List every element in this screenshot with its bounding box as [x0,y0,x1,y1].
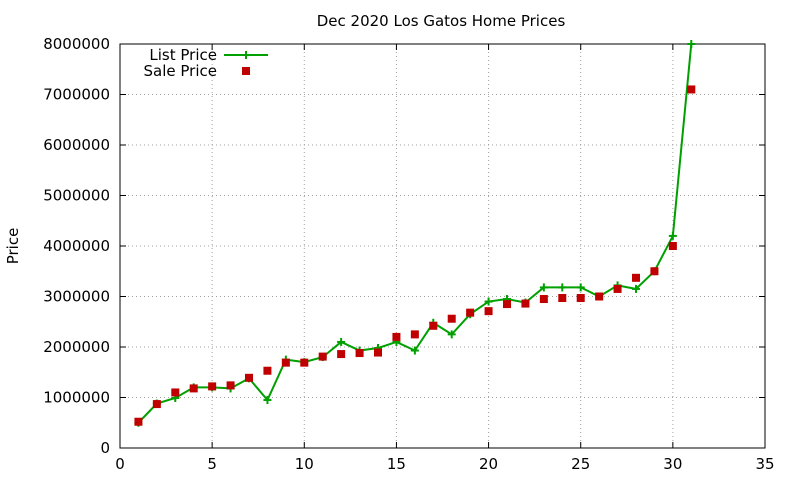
y-tick-label: 2000000 [43,338,110,356]
data-point-sale-price [300,358,309,367]
data-point-sale-price [503,300,511,309]
data-point-list-price [263,396,272,405]
y-axis-ticks: 0 1000000 2000000 3000000 4000000 5000000 6000… [43,35,765,457]
data-point-sale-price [263,366,272,375]
y-tick-label: 0 [100,439,110,457]
legend-marker-list-price [242,51,250,59]
data-point-sale-price [281,358,290,367]
data-point-list-price [410,346,419,355]
data-point-sale-price [355,349,364,358]
data-point-list-price [687,40,696,48]
y-axis-label: Price [4,228,22,265]
data-point-sale-price [208,382,217,391]
x-axis-ticks: 0 5 10 15 20 25 30 35 [115,44,775,473]
data-point-list-price [447,330,456,339]
x-tick-label: 25 [571,455,590,473]
data-point-list-price [337,337,346,346]
x-tick-label: 35 [755,455,774,473]
data-point-list-price [668,231,677,240]
x-tick-label: 30 [663,455,682,473]
y-tick-label: 6000000 [43,136,110,154]
data-point-list-price [539,283,548,292]
data-point-list-price [576,283,585,292]
data-point-sale-price [429,321,438,330]
y-tick-label: 7000000 [43,86,110,104]
x-tick-label: 20 [479,455,498,473]
legend-label-sale-price: Sale Price [144,62,217,80]
data-point-sale-price [318,352,327,361]
data-point-sale-price [576,294,585,303]
data-point-sale-price [134,417,143,426]
y-tick-label: 1000000 [43,389,110,407]
data-point-sale-price [337,350,346,359]
y-tick-label: 5000000 [43,187,110,205]
data-point-list-price [558,283,567,292]
x-tick-label: 10 [295,455,314,473]
data-point-sale-price [650,267,659,276]
series-sale-price [134,85,696,426]
data-point-sale-price [374,348,382,357]
data-point-sale-price [466,308,475,317]
data-point-sale-price [245,373,253,382]
data-point-sale-price [558,294,567,303]
y-tick-label: 8000000 [43,35,110,53]
data-point-sale-price [687,85,696,94]
data-point-sale-price [226,381,235,390]
legend: List Price Sale Price [144,46,268,80]
data-point-sale-price [189,384,198,393]
y-tick-label: 3000000 [43,288,110,306]
data-point-list-price [484,297,493,306]
series-line-list-price [137,43,693,424]
legend-plus-marker [242,51,250,59]
data-point-sale-price [613,284,622,293]
chart-title: Dec 2020 Los Gatos Home Prices [317,12,566,30]
data-point-sale-price [447,314,456,323]
legend-label-list-price: List Price [149,46,217,64]
x-tick-label: 5 [207,455,217,473]
data-point-sale-price [632,273,640,282]
grid-lines [120,44,765,448]
data-point-sale-price [595,292,604,301]
y-tick-label: 4000000 [43,237,110,255]
series-list-price [134,40,696,427]
data-point-sale-price [539,295,548,304]
x-tick-label: 0 [115,455,125,473]
x-tick-label: 15 [387,455,406,473]
data-point-sale-price [410,330,419,339]
legend-marker-sale-price [242,67,250,75]
data-point-sale-price [668,242,677,250]
data-point-list-price [632,284,640,293]
data-series [134,40,696,427]
data-point-sale-price [484,307,493,316]
data-point-sale-price [152,400,161,409]
data-point-sale-price [392,332,401,341]
data-point-sale-price [171,388,180,397]
data-point-sale-price [521,299,530,308]
